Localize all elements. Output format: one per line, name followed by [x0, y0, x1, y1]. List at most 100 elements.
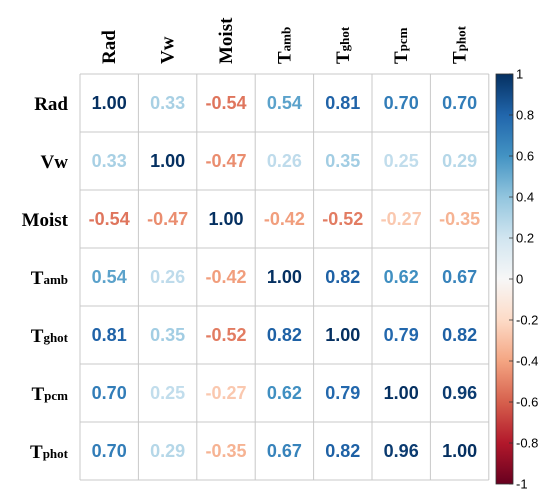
cell-value: 0.35	[325, 151, 360, 171]
cell-value: -0.54	[205, 93, 246, 113]
cell-value: 0.25	[150, 383, 185, 403]
cell-value: 0.54	[267, 93, 302, 113]
cell-value: -0.52	[322, 209, 363, 229]
cell-value: -0.42	[264, 209, 305, 229]
cell-value: 0.82	[267, 325, 302, 345]
label-sub: amb	[278, 27, 293, 52]
cell-value: 0.29	[150, 441, 185, 461]
row-label: Rad	[34, 94, 68, 115]
colorbar-tick-label: 0.4	[516, 190, 534, 205]
cell-value: 0.29	[442, 151, 477, 171]
row-label: Moist	[22, 210, 69, 231]
label-sub: pcm	[395, 27, 410, 51]
cell-value: 0.81	[325, 93, 360, 113]
cell-value: -0.27	[205, 383, 246, 403]
label-main: Rad	[34, 94, 68, 115]
label-main: Rad	[99, 30, 120, 64]
cell-value: 0.70	[92, 441, 127, 461]
cell-value: 0.67	[267, 441, 302, 461]
colorbar-tick-label: -0.4	[516, 354, 538, 369]
label-sub: ghot	[43, 330, 68, 345]
label-main: T	[391, 51, 412, 64]
cell-value: 1.00	[208, 209, 243, 229]
column-label: Tghot	[333, 26, 354, 64]
colorbar-ticks: 1 0.8 0.6 0.4 0.2 0 -0.2 -0.4 -0.6 -0.8 -1	[509, 67, 538, 492]
cell-value: 0.33	[150, 93, 185, 113]
cell-value: 1.00	[267, 267, 302, 287]
label-main: T	[274, 51, 295, 64]
row-label: Vw	[41, 152, 69, 173]
cell-value: -0.47	[205, 151, 246, 171]
cell-value: 0.96	[384, 441, 419, 461]
label-main: T	[31, 384, 44, 405]
cell-value: 0.82	[442, 325, 477, 345]
column-label: Tpcm	[391, 27, 412, 64]
column-label: Moist	[216, 17, 237, 64]
label-sub: phot	[454, 25, 469, 51]
cell-value: 0.96	[442, 383, 477, 403]
cell-value: 0.81	[92, 325, 127, 345]
label-main: Vw	[158, 36, 179, 64]
cell-value: -0.35	[205, 441, 246, 461]
cell-value: -0.54	[89, 209, 130, 229]
row-label: Tphot	[30, 442, 69, 463]
colorbar-tick-label: 0.2	[516, 231, 534, 246]
cell-value: -0.47	[147, 209, 188, 229]
column-label: Tamb	[274, 27, 295, 64]
cell-value: 0.54	[92, 267, 127, 287]
label-main: T	[31, 326, 44, 347]
cell-value: 0.70	[92, 383, 127, 403]
label-main: Moist	[216, 17, 237, 64]
colorbar-tick-label: -0.2	[516, 313, 538, 328]
label-main: Moist	[22, 210, 69, 231]
cell-value: 0.26	[150, 267, 185, 287]
cell-value: -0.42	[205, 267, 246, 287]
row-label: Tamb	[31, 268, 68, 289]
label-main: T	[30, 442, 43, 463]
matrix-grid	[79, 73, 490, 481]
colorbar-tick-label: -1	[516, 477, 528, 492]
cell-value: 1.00	[384, 383, 419, 403]
colorbar-tick-label: 0	[516, 272, 523, 287]
cell-value: 0.79	[325, 383, 360, 403]
cell-value: 0.26	[267, 151, 302, 171]
colorbar-tick-label: 0.6	[516, 149, 534, 164]
cell-value: 0.70	[384, 93, 419, 113]
label-main: T	[31, 268, 44, 289]
colorbar-tick-label: 0.8	[516, 108, 534, 123]
cell-value: 0.82	[325, 441, 360, 461]
colorbar-tick-label: 1	[516, 67, 523, 82]
cell-value: -0.52	[205, 325, 246, 345]
label-main: Vw	[41, 152, 69, 173]
cell-value: 0.82	[325, 267, 360, 287]
cell-value: 0.62	[384, 267, 419, 287]
matrix-cells: 1.00 0.33 -0.54 0.54 0.81 0.70 0.70 0.33 1.00 -0.…	[89, 93, 480, 461]
cell-value: 1.00	[325, 325, 360, 345]
row-label: Tpcm	[31, 384, 68, 405]
colorbar-tick-label: -0.8	[516, 436, 538, 451]
cell-value: 1.00	[150, 151, 185, 171]
cell-value: -0.35	[439, 209, 480, 229]
cell-value: -0.27	[381, 209, 422, 229]
label-main: T	[333, 51, 354, 64]
label-main: T	[450, 51, 471, 64]
cell-value: 0.70	[442, 93, 477, 113]
colorbar-tick-label: -0.6	[516, 395, 538, 410]
row-label: Tghot	[31, 326, 69, 347]
cell-value: 0.67	[442, 267, 477, 287]
cell-value: 1.00	[442, 441, 477, 461]
column-label: Tphot	[450, 25, 471, 64]
label-sub: pcm	[44, 388, 68, 403]
cell-value: 0.79	[384, 325, 419, 345]
cell-value: 0.25	[384, 151, 419, 171]
cell-value: 0.62	[267, 383, 302, 403]
label-sub: ghot	[337, 26, 352, 51]
column-label: Rad	[99, 30, 120, 64]
label-sub: phot	[43, 446, 69, 461]
cell-value: 1.00	[92, 93, 127, 113]
cell-value: 0.33	[92, 151, 127, 171]
label-sub: amb	[43, 272, 68, 287]
